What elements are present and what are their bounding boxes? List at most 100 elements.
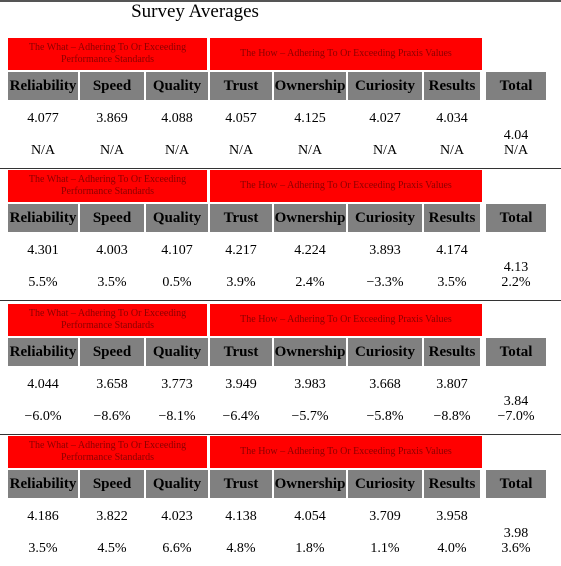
column-header: Total — [486, 204, 546, 232]
average-value: 4.088 — [161, 111, 193, 126]
average-value: 3.893 — [369, 243, 401, 258]
column-header: Ownership — [274, 72, 346, 100]
average-value: 4.023 — [161, 509, 193, 524]
column-header: Quality — [146, 72, 208, 100]
change-value: 5.5% — [28, 275, 58, 290]
how-banner: The How – Adhering To Or Exceeding Praxi… — [210, 170, 482, 202]
average-value: 4.186 — [27, 509, 59, 524]
average-value: 3.807 — [436, 377, 468, 392]
column-header: Speed — [80, 72, 144, 100]
block-separator — [0, 300, 561, 301]
total-value: 4.04 — [503, 128, 529, 143]
change-value: N/A — [297, 143, 323, 158]
column-header: Results — [424, 470, 480, 498]
block-separator — [0, 168, 561, 169]
average-value: 4.174 — [436, 243, 468, 258]
change-value: 2.2% — [501, 275, 531, 290]
column-header: Trust — [210, 338, 272, 366]
column-header: Results — [424, 72, 480, 100]
column-header: Total — [486, 338, 546, 366]
change-value: 2.4% — [295, 275, 325, 290]
average-value: 4.217 — [225, 243, 257, 258]
column-header: Speed — [80, 338, 144, 366]
change-value: −7.0% — [497, 409, 535, 424]
change-value: N/A — [30, 143, 56, 158]
average-value: 3.668 — [369, 377, 401, 392]
column-header: Curiosity — [348, 470, 422, 498]
column-header: Results — [424, 204, 480, 232]
average-value: 4.125 — [294, 111, 326, 126]
total-value: 3.98 — [503, 526, 529, 541]
column-header: Reliability — [8, 204, 78, 232]
average-value: 4.044 — [27, 377, 59, 392]
column-header: Ownership — [274, 470, 346, 498]
change-value: N/A — [439, 143, 465, 158]
how-banner: The How – Adhering To Or Exceeding Praxi… — [210, 304, 482, 336]
change-value: 3.5% — [28, 541, 58, 556]
average-value: 3.822 — [96, 509, 128, 524]
top-border — [0, 0, 561, 2]
column-header: Curiosity — [348, 204, 422, 232]
block-separator — [0, 434, 561, 435]
change-value: 6.6% — [162, 541, 192, 556]
average-value: 4.224 — [294, 243, 326, 258]
page-title: Survey Averages — [131, 1, 259, 22]
what-banner: The What – Adhering To Or Exceeding Perf… — [8, 436, 207, 468]
average-value: 3.869 — [96, 111, 128, 126]
change-value: −5.8% — [366, 409, 404, 424]
average-value: 4.077 — [27, 111, 59, 126]
change-value: 3.5% — [437, 275, 467, 290]
change-value: −3.3% — [366, 275, 404, 290]
column-header: Curiosity — [348, 72, 422, 100]
column-header: Speed — [80, 470, 144, 498]
average-value: 4.057 — [225, 111, 257, 126]
average-value: 4.027 — [369, 111, 401, 126]
average-value: 4.138 — [225, 509, 257, 524]
column-header: Quality — [146, 338, 208, 366]
average-value: 3.773 — [161, 377, 193, 392]
change-value: N/A — [372, 143, 398, 158]
change-value: 4.5% — [97, 541, 127, 556]
change-value: −6.0% — [24, 409, 62, 424]
change-value: −8.6% — [93, 409, 131, 424]
how-banner: The How – Adhering To Or Exceeding Praxi… — [210, 38, 482, 70]
column-header: Ownership — [274, 204, 346, 232]
column-header: Reliability — [8, 338, 78, 366]
change-value: −6.4% — [222, 409, 260, 424]
total-value: 3.84 — [503, 394, 529, 409]
average-value: 4.107 — [161, 243, 193, 258]
change-value: N/A — [228, 143, 254, 158]
column-header: Speed — [80, 204, 144, 232]
column-header: Quality — [146, 204, 208, 232]
what-banner: The What – Adhering To Or Exceeding Perf… — [8, 304, 207, 336]
column-header: Total — [486, 470, 546, 498]
change-value: 4.8% — [226, 541, 256, 556]
change-value: 3.5% — [97, 275, 127, 290]
change-value: 1.8% — [295, 541, 325, 556]
column-header: Trust — [210, 204, 272, 232]
average-value: 4.054 — [294, 509, 326, 524]
change-value: −8.8% — [433, 409, 471, 424]
average-value: 3.958 — [436, 509, 468, 524]
column-header: Trust — [210, 470, 272, 498]
change-value: N/A — [503, 143, 529, 158]
average-value: 3.949 — [225, 377, 257, 392]
change-value: 3.9% — [226, 275, 256, 290]
column-header: Quality — [146, 470, 208, 498]
change-value: −5.7% — [291, 409, 329, 424]
change-value: −8.1% — [158, 409, 196, 424]
average-value: 3.983 — [294, 377, 326, 392]
average-value: 4.034 — [436, 111, 468, 126]
average-value: 4.003 — [96, 243, 128, 258]
column-header: Results — [424, 338, 480, 366]
average-value: 4.301 — [27, 243, 59, 258]
column-header: Ownership — [274, 338, 346, 366]
change-value: 0.5% — [162, 275, 192, 290]
column-header: Reliability — [8, 72, 78, 100]
average-value: 3.709 — [369, 509, 401, 524]
how-banner: The How – Adhering To Or Exceeding Praxi… — [210, 436, 482, 468]
change-value: 4.0% — [437, 541, 467, 556]
what-banner: The What – Adhering To Or Exceeding Perf… — [8, 38, 207, 70]
column-header: Reliability — [8, 470, 78, 498]
change-value: 1.1% — [370, 541, 400, 556]
